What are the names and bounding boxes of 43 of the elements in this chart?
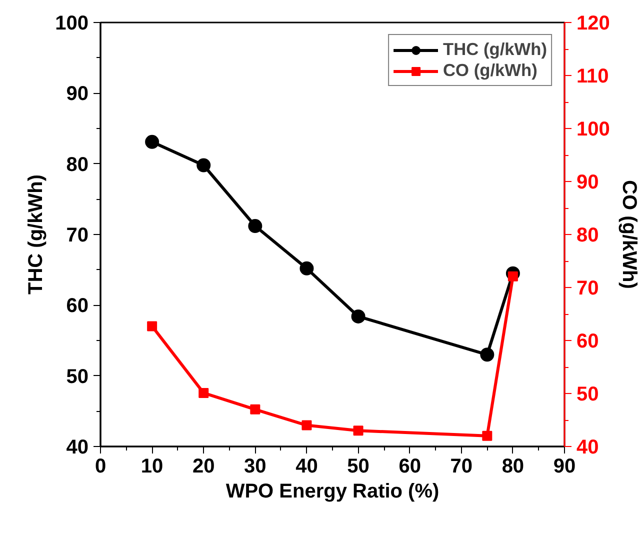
y2-axis-title: CO (g/kWh) (618, 180, 640, 289)
y2-tick-label: 50 (576, 384, 599, 406)
point (482, 430, 492, 441)
x-tick-label: 40 (296, 456, 318, 478)
legend-label: THC (g/kWh) (443, 39, 547, 60)
point (302, 420, 312, 430)
x-tick-label: 60 (398, 456, 421, 478)
point (351, 309, 366, 324)
point (300, 261, 314, 276)
x-axis-title: WPO Energy Ratio (%) (226, 480, 440, 502)
y2-tick-label: 100 (576, 118, 610, 140)
y-axis-title: THC (g/kWh) (25, 174, 48, 294)
point (147, 321, 158, 332)
y-tick-label: 50 (66, 366, 89, 388)
point (196, 158, 211, 172)
point (250, 404, 260, 414)
y-tick-label: 80 (66, 154, 89, 176)
x-tick-label: 90 (553, 456, 576, 478)
y-tick-label: 90 (66, 83, 89, 106)
point (480, 348, 494, 362)
x-tick-label: 80 (502, 456, 524, 478)
point (198, 388, 209, 398)
y2-tick-label: 40 (576, 436, 599, 458)
y2-tick-label: 110 (576, 66, 609, 88)
y-tick-label: 70 (66, 224, 89, 246)
y2-tick-label: 60 (576, 330, 599, 352)
x-tick-label: 0 (94, 456, 106, 478)
legend-label: CO (g/kWh) (443, 60, 538, 81)
x-tick-label: 10 (140, 456, 164, 478)
x-tick-label: 30 (244, 456, 266, 478)
y2-tick-label: 90 (576, 172, 599, 194)
y2-tick-label: 70 (576, 278, 599, 300)
point (145, 134, 160, 149)
y-tick-label: 60 (66, 295, 89, 318)
y2-tick-label: 120 (576, 12, 610, 34)
x-tick-label: 20 (192, 456, 215, 478)
x-tick-label: 50 (347, 456, 370, 478)
y2-tick-label: 80 (576, 224, 599, 246)
point (353, 426, 364, 436)
point (248, 219, 262, 234)
y-tick-label: 100 (55, 12, 89, 34)
x-tick-label: 70 (450, 456, 473, 478)
y-tick-label: 40 (66, 436, 89, 458)
